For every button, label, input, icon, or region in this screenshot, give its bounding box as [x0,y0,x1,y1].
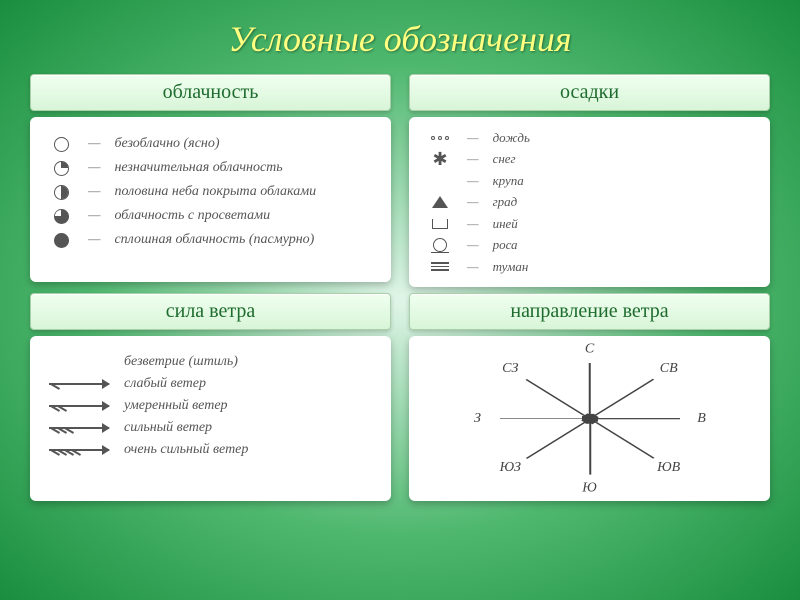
page-title: Условные обозначения [30,18,770,60]
windforce-text: слабый ветер [124,376,206,392]
compass-label: Ю [582,480,596,496]
compass-arrow-icon [500,418,590,419]
precip-row: —крупа [423,172,756,190]
precip-text: туман [493,259,529,275]
cloud-icon-c0 [44,135,78,153]
precip-row: —туман [423,258,756,276]
precip-icon-iney [423,215,457,233]
precip-icon-tuman [423,258,457,276]
wind-arrow-icon [44,398,114,414]
wind-arrow-icon [44,354,114,370]
windforce-row: очень сильный ветер [44,442,377,458]
compass-label: ЮВ [657,460,680,476]
compass-diagram: ССВВЮВЮЮЗЗСЗ [450,374,730,464]
compass-label: СЗ [502,361,518,377]
label-precip: осадки [409,74,770,111]
compass-label: СВ [660,361,678,377]
cloud-row: —безоблачно (ясно) [44,135,377,153]
panel-precip: осадки —дождь ✱—снег —крупа —град —иней —роса… [409,74,770,287]
compass-arrow-icon [589,418,654,458]
cloud-text: сплошная облачность (пасмурно) [114,232,314,248]
precip-icon-tri0 [423,172,457,190]
precip-icon-rosa [423,236,457,254]
cloud-row: —половина неба покрыта облаками [44,183,377,201]
precip-text: дождь [493,130,530,146]
compass-label: С [585,341,594,357]
cloud-icon-c3 [44,207,78,225]
precip-row: —иней [423,215,756,233]
precip-row: ✱—снег [423,150,756,168]
precip-row: —роса [423,236,756,254]
windforce-text: умеренный ветер [124,398,228,414]
windforce-row: сильный ветер [44,420,377,436]
card-windforce: безветрие (штиль) слабый ветер умеренный в… [30,336,391,501]
cloud-text: незначительная облачность [114,160,282,176]
content-grid: облачность —безоблачно (ясно) —незначител… [30,74,770,501]
panel-winddir: направление ветра С СВ В ЮВ Ю ЮЗ З СЗ [409,293,770,501]
label-windforce: сила ветра [30,293,391,330]
windforce-row: слабый ветер [44,376,377,392]
compass-arrow-icon [590,418,680,419]
precip-text: роса [493,237,518,253]
wind-arrow-icon [44,442,114,458]
precip-row: —дождь [423,129,756,147]
windforce-row: умеренный ветер [44,398,377,414]
cloud-text: облачность с просветами [114,208,270,224]
card-cloudiness: —безоблачно (ясно) —незначительная облачн… [30,117,391,282]
precip-text: снег [493,151,516,167]
precip-text: иней [493,216,518,232]
precip-text: крупа [493,173,524,189]
compass-arrow-icon [525,418,590,458]
cloud-icon-c2 [44,183,78,201]
compass-arrow-icon [589,379,654,419]
compass-label: В [697,411,706,427]
wind-arrow-icon [44,420,114,436]
cloud-text: безоблачно (ясно) [114,136,219,152]
panel-windforce: сила ветра безветрие (штиль) слабый ветер… [30,293,391,501]
cloud-icon-c4 [44,231,78,249]
compass-label: З [474,411,481,427]
windforce-text: очень сильный ветер [124,442,248,458]
cloud-row: —незначительная облачность [44,159,377,177]
compass-label: ЮЗ [500,460,521,476]
windforce-row: безветрие (штиль) [44,354,377,370]
precip-icon-snow: ✱ [423,150,457,168]
card-precip: —дождь ✱—снег —крупа —град —иней —роса —туман [409,117,770,287]
windforce-text: безветрие (штиль) [124,354,238,370]
precip-icon-tri1 [423,193,457,211]
compass-arrow-icon [589,363,591,419]
precip-text: град [493,194,518,210]
compass-arrow-icon [525,379,590,419]
cloud-row: —сплошная облачность (пасмурно) [44,231,377,249]
panel-cloudiness: облачность —безоблачно (ясно) —незначител… [30,74,391,287]
compass-arrow-icon [589,419,591,475]
card-winddir: С СВ В ЮВ Ю ЮЗ З СЗ [409,336,770,501]
windforce-text: сильный ветер [124,420,212,436]
cloud-row: —облачность с просветами [44,207,377,225]
label-winddir: направление ветра [409,293,770,330]
wind-arrow-icon [44,376,114,392]
cloud-icon-c1 [44,159,78,177]
precip-row: —град [423,193,756,211]
label-cloudiness: облачность [30,74,391,111]
cloud-text: половина неба покрыта облаками [114,184,316,200]
precip-icon-rain [423,129,457,147]
